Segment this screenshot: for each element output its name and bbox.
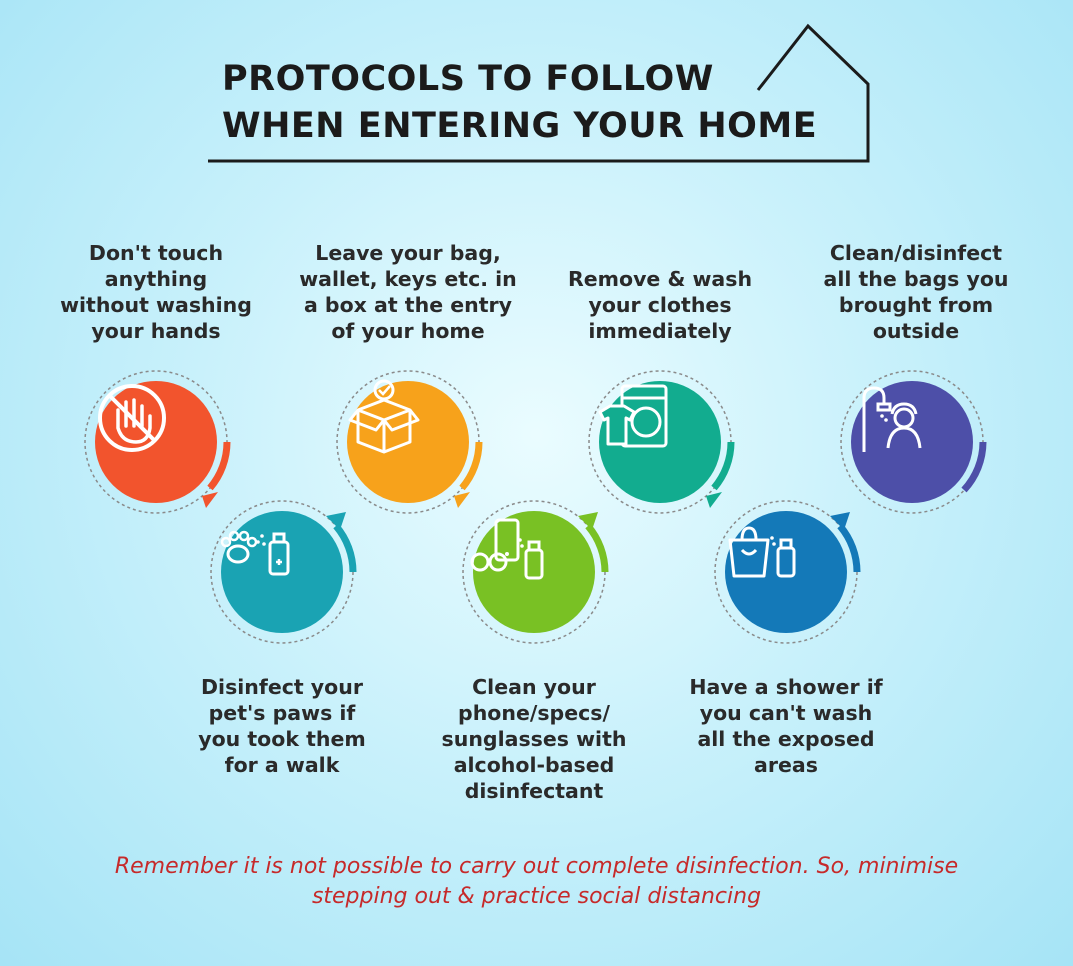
title-line-1: PROTOCOLS TO FOLLOW [222,59,714,99]
bag-spray-icon [728,526,796,578]
step-1-node [82,368,231,516]
shower-icon [862,386,922,452]
page-title: PROTOCOLS TO FOLLOW WHEN ENTERING YOUR H… [222,56,862,150]
step-7-text: Clean/disinfect all the bags you brought… [823,241,1009,343]
step-2-node [208,498,357,646]
footer-note: Remember it is not possible to carry out… [114,854,959,909]
box-icon [348,379,420,454]
house-outline-icon [208,23,870,163]
step-3-node [334,368,483,516]
step-3-text: Leave your bag, wallet, keys etc. in a b… [299,241,517,343]
step-6-text: Have a shower if you can't wash all the … [689,675,883,777]
step-6-node [712,498,861,646]
title-line-2: WHEN ENTERING YOUR HOME [222,106,818,146]
step-1-text: Don't touch anything without washing you… [60,241,252,343]
no-touch-hand-icon [98,384,166,452]
washing-machine-icon [598,384,668,448]
step-5-text: Remove & wash your clothes immediately [567,267,753,343]
step-5-node [586,368,735,516]
paw-spray-icon [220,530,290,576]
step-7-node [838,368,987,516]
phone-spray-icon [470,518,544,580]
step-4-text: Clean your phone/specs/ sunglasses with … [441,675,627,803]
step-4-node [460,498,609,646]
step-2-text: Disinfect your pet's paws if you took th… [198,675,366,777]
